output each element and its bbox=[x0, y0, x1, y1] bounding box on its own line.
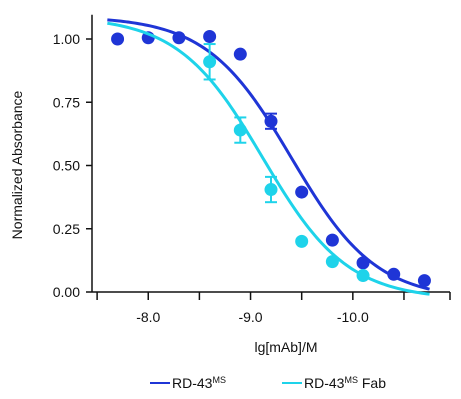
data-point-series-2 bbox=[356, 269, 370, 283]
series-2 bbox=[107, 21, 430, 296]
data-point-series-2 bbox=[295, 234, 309, 248]
fit-curve-series-2 bbox=[107, 21, 430, 296]
data-point-series-1 bbox=[233, 47, 247, 61]
data-point-series-1 bbox=[295, 185, 309, 199]
y-ticks: 0.00 0.25 0.50 0.75 1.00 bbox=[53, 31, 92, 300]
y-tick-label: 1.00 bbox=[53, 31, 80, 47]
series-1 bbox=[107, 18, 431, 291]
data-point-series-1 bbox=[356, 256, 370, 270]
data-point-series-1 bbox=[417, 274, 431, 288]
data-point-series-1 bbox=[172, 31, 186, 45]
legend-label: RD-43MS Fab bbox=[304, 375, 386, 391]
data-point-series-2 bbox=[264, 183, 278, 197]
y-tick-label: 0.00 bbox=[53, 284, 80, 300]
legend-item-2: RD-43MS Fab bbox=[282, 375, 386, 391]
x-ticks: -8.0 -9.0 -10.0 bbox=[96, 292, 451, 325]
x-axis-title: lg[mAb]/M bbox=[254, 339, 317, 355]
legend-item-1: RD-43MS bbox=[150, 375, 226, 391]
data-point-series-2 bbox=[233, 123, 247, 137]
legend-label: RD-43MS bbox=[172, 375, 226, 391]
data-point-series-1 bbox=[203, 29, 217, 43]
y-axis-title: Normalized Absorbance bbox=[9, 90, 25, 239]
data-point-series-1 bbox=[387, 267, 401, 281]
fit-curve-series-1 bbox=[107, 18, 430, 291]
legend: RD-43MS RD-43MS Fab bbox=[150, 375, 386, 391]
y-tick-label: 0.75 bbox=[53, 94, 80, 110]
axes: 0.00 0.25 0.50 0.75 1.00 -8.0 -9.0 -10.0 bbox=[53, 14, 451, 325]
y-tick-label: 0.25 bbox=[53, 221, 80, 237]
data-point-series-1 bbox=[111, 32, 125, 46]
data-point-series-1 bbox=[325, 233, 339, 247]
x-tick-label: -9.0 bbox=[238, 309, 262, 325]
data-point-series-2 bbox=[203, 55, 217, 69]
data-point-series-2 bbox=[325, 255, 339, 269]
y-tick-label: 0.50 bbox=[53, 158, 80, 174]
series-layer bbox=[107, 18, 431, 296]
x-tick-label: -10.0 bbox=[337, 309, 369, 325]
x-tick-label: -8.0 bbox=[136, 309, 160, 325]
data-point-series-1 bbox=[264, 114, 278, 128]
